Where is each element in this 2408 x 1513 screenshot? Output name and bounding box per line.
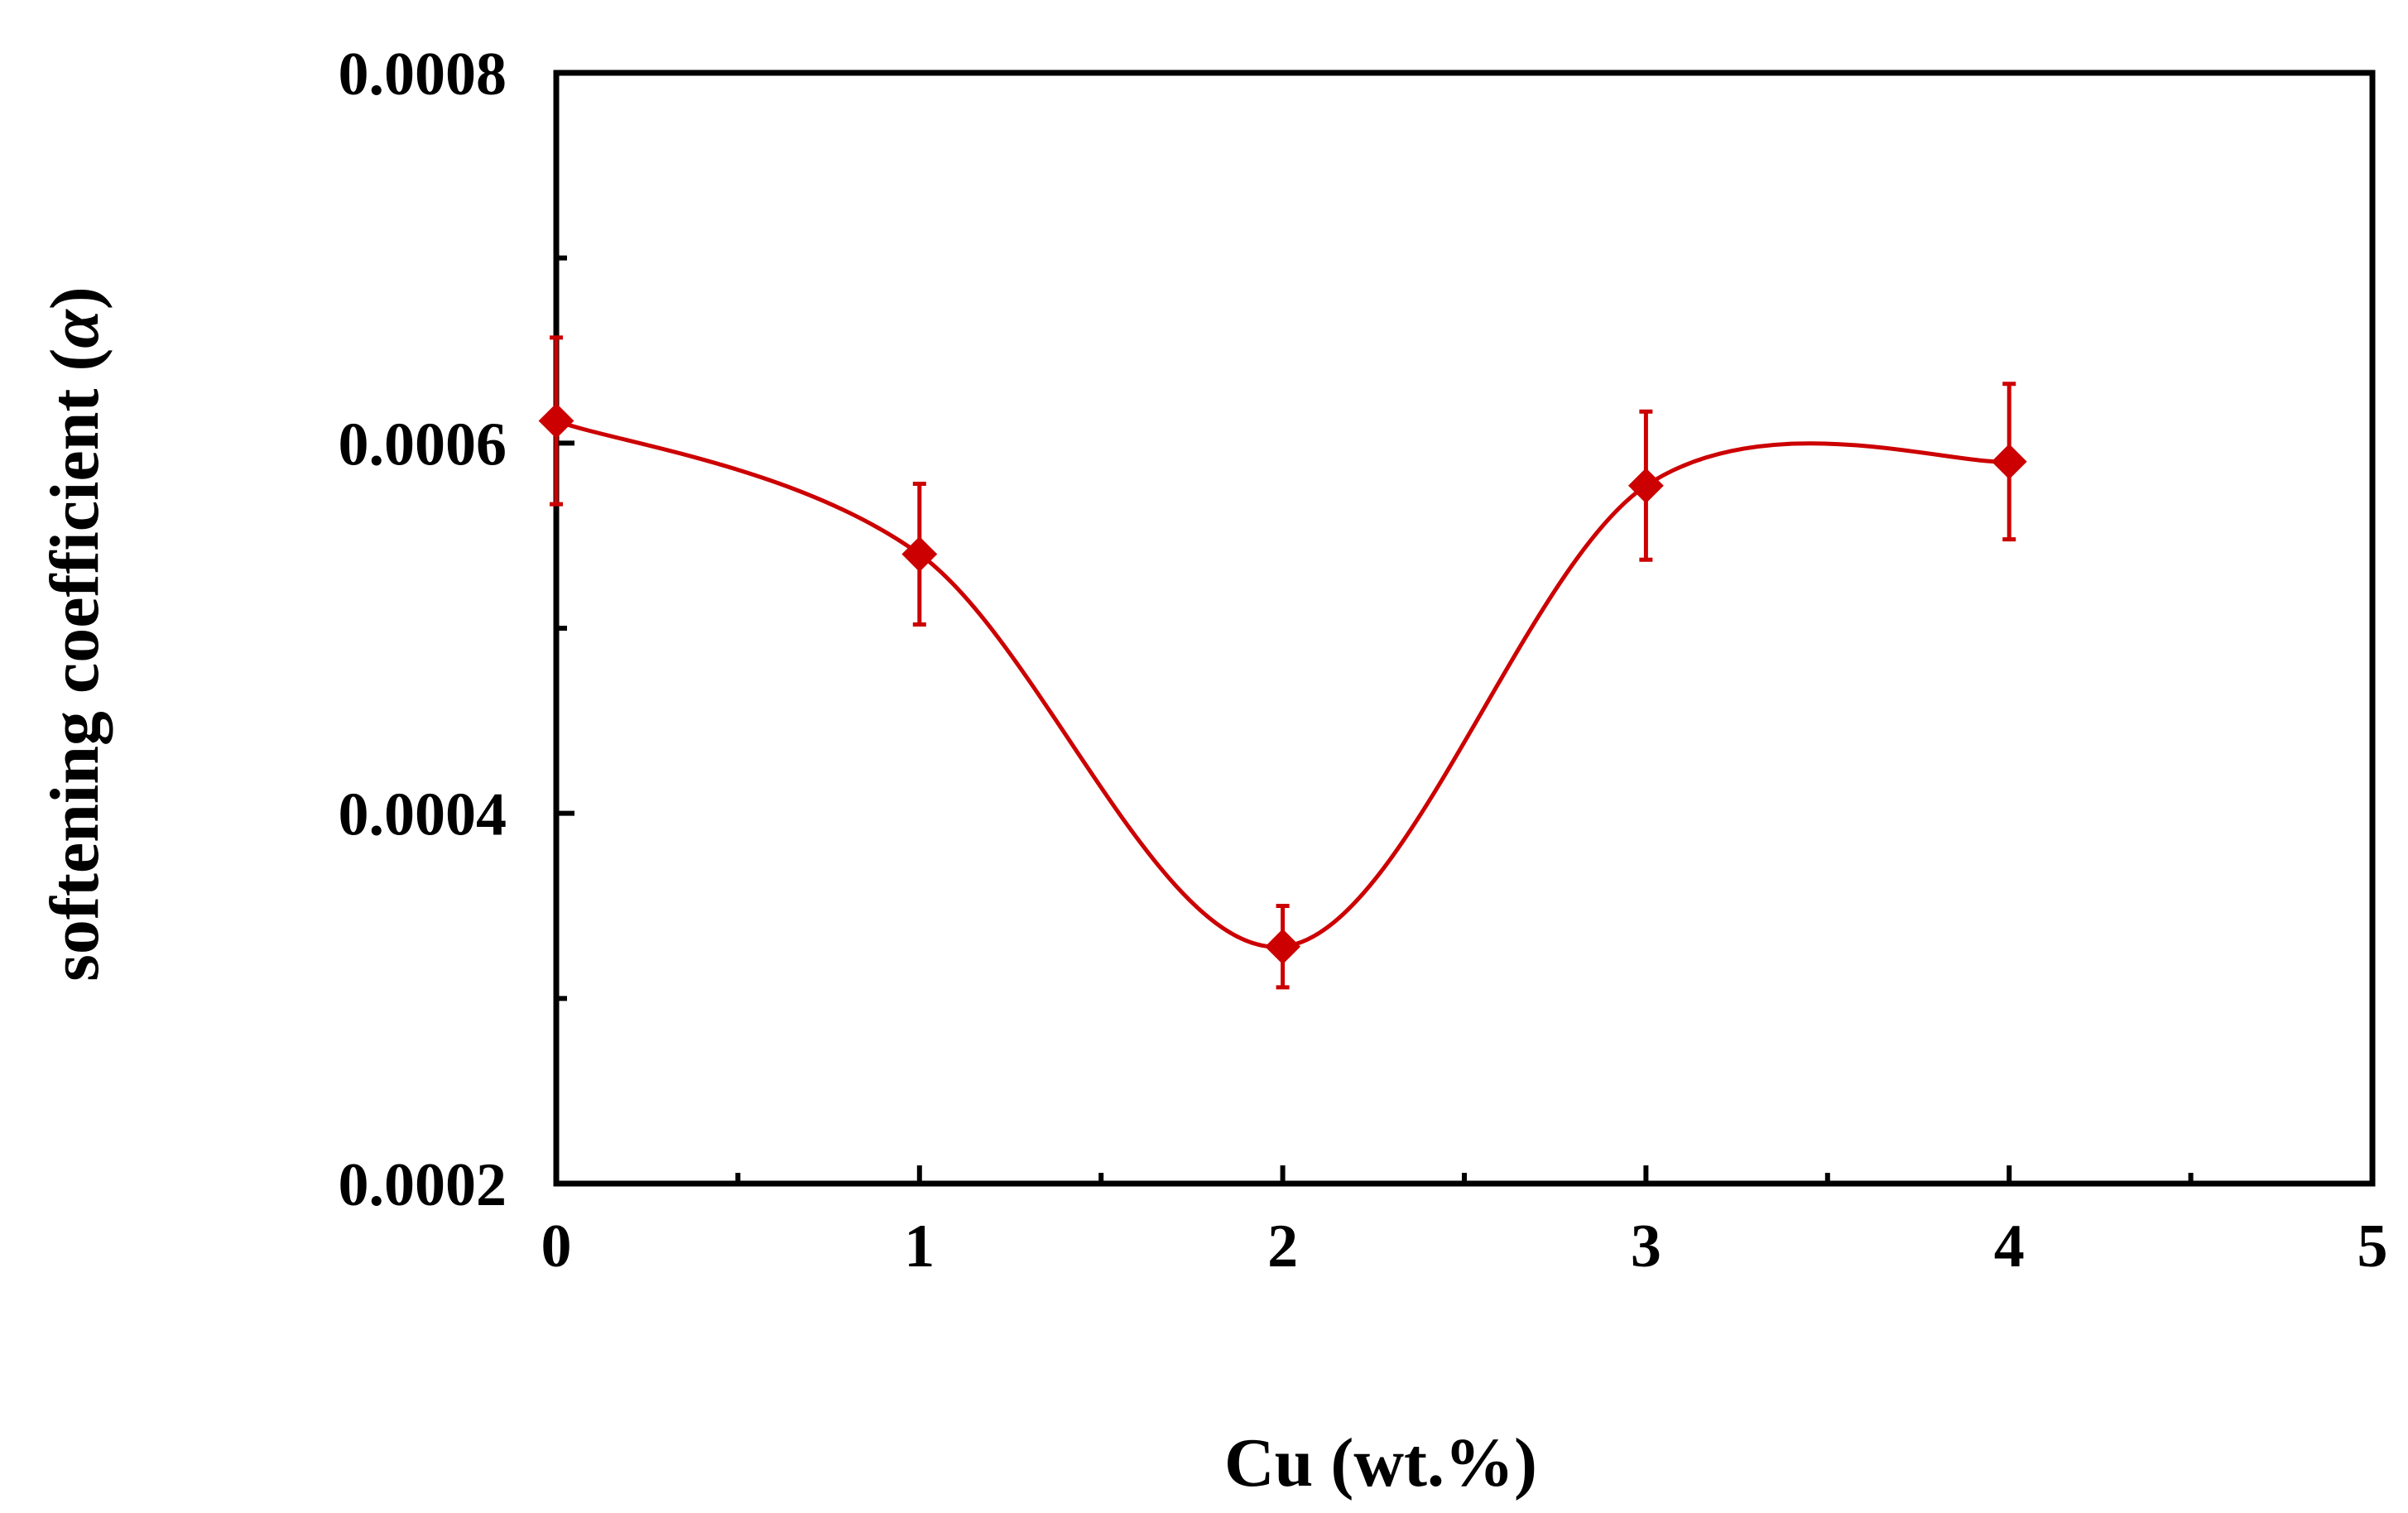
data-point xyxy=(1265,929,1301,965)
y-axis-title-text: softening coefficient ( xyxy=(36,348,113,982)
axis-ticks xyxy=(554,70,2375,1186)
x-tick-label: 1 xyxy=(904,1213,935,1280)
y-axis-title: softening coefficient (α) xyxy=(36,286,113,982)
y-tick-label: 0.0006 xyxy=(339,411,507,478)
x-tick-label: 2 xyxy=(1267,1213,1298,1280)
plot-frame xyxy=(553,70,2376,1187)
data-point xyxy=(538,403,574,439)
y-tick-label: 0.0004 xyxy=(339,781,507,849)
data-point xyxy=(1627,468,1664,504)
x-tick-label: 4 xyxy=(1994,1213,2025,1280)
data-point xyxy=(901,536,938,572)
data-series xyxy=(538,335,2027,990)
tick-labels: 0 1 2 3 4 5 0.0002 0.0004 0.0006 0.0008 xyxy=(339,41,2388,1280)
data-point xyxy=(1991,444,2027,480)
y-tick-label: 0.0002 xyxy=(339,1151,507,1219)
x-axis-title: Cu (wt.%) xyxy=(1224,1424,1537,1501)
plot-area xyxy=(553,70,2376,1187)
x-tick-label: 5 xyxy=(2358,1213,2388,1280)
x-tick-label: 0 xyxy=(541,1213,572,1280)
y-axis-title-close: ) xyxy=(36,286,113,310)
y-tick-label: 0.0008 xyxy=(339,41,507,108)
series-line xyxy=(555,419,2010,949)
y-axis-title-symbol: α xyxy=(36,309,113,348)
x-tick-label: 3 xyxy=(1631,1213,1661,1280)
